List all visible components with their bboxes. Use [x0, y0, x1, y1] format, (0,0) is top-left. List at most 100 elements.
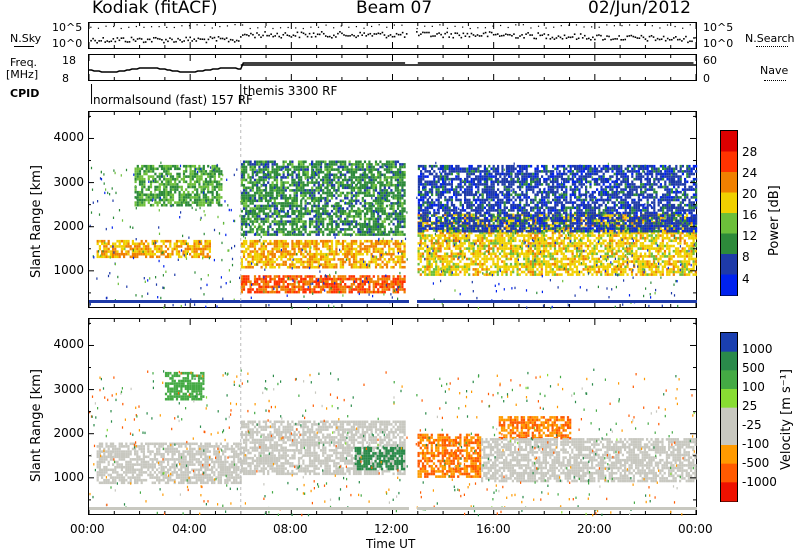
power-cell [439, 255, 442, 258]
power-cell [439, 229, 442, 232]
nsky-point [486, 35, 489, 38]
power-cell [379, 222, 382, 226]
power-cell [322, 277, 325, 281]
nsky-point [503, 34, 505, 37]
power-cell [282, 165, 285, 169]
power-cell [245, 250, 248, 253]
power-cell [249, 230, 252, 234]
power-cell [204, 247, 207, 251]
power-cell [337, 165, 340, 169]
xtick-0000: 00:00 [70, 522, 105, 536]
power-cell [487, 273, 491, 276]
power-cell [381, 204, 384, 208]
power-cell [472, 239, 475, 243]
power-cell [355, 163, 358, 166]
power-cell [258, 186, 261, 190]
power-cell [302, 290, 305, 294]
power-cell [297, 165, 301, 169]
power-cell [195, 250, 198, 253]
power-cell [344, 217, 347, 221]
power-cell [169, 252, 172, 256]
power-cell [330, 220, 334, 223]
power-cell [215, 193, 219, 197]
power-cell [374, 260, 378, 264]
power-cell [291, 165, 294, 169]
power-cell [388, 217, 391, 221]
power-cell [293, 263, 296, 266]
power-cell [523, 242, 526, 245]
power-cell [114, 247, 117, 251]
power-cell [165, 198, 168, 202]
power-cell [545, 249, 548, 253]
power-cell [390, 228, 393, 231]
power-cell [280, 196, 283, 200]
power-cell [120, 252, 123, 256]
power-cell [399, 250, 402, 253]
power-cell [339, 250, 342, 253]
power-cell [341, 168, 345, 171]
nsky-point [116, 37, 119, 39]
power-cell [264, 217, 268, 221]
power-cell [359, 285, 362, 289]
power-cell [178, 198, 181, 202]
power-cell [335, 228, 338, 231]
nsearch-label: N.Search [745, 32, 795, 45]
power-cell [125, 252, 128, 256]
power-cell [178, 172, 181, 176]
power-cell [282, 163, 285, 166]
power-cell [171, 164, 175, 168]
power-cell [198, 183, 201, 186]
power-cell [394, 233, 397, 236]
power-cell [496, 257, 499, 261]
nsky-point [138, 37, 141, 40]
power-cell [538, 236, 541, 240]
velocity-ctick-500: 500 [742, 361, 765, 375]
power-cell [295, 222, 298, 226]
power-cell [249, 252, 252, 256]
power-cell [293, 250, 296, 253]
power-cell [496, 234, 499, 237]
power-cell [251, 258, 254, 261]
power-cell [319, 277, 323, 281]
power-cell [428, 268, 431, 271]
nsky-point [191, 40, 194, 42]
power-cell [291, 263, 294, 266]
power-cell [297, 217, 301, 221]
power-cell [531, 249, 535, 253]
power-cell [350, 181, 353, 184]
power-cell [505, 242, 508, 245]
power-cell [390, 258, 393, 261]
power-cell [189, 193, 192, 197]
power-cell [441, 234, 444, 237]
power-cell [468, 273, 471, 276]
power-cell [370, 207, 373, 210]
power-cell [337, 176, 340, 179]
power-cell [498, 244, 502, 248]
power-cell [136, 245, 139, 248]
nsky-point [677, 38, 679, 41]
power-cell [282, 220, 285, 223]
power-cell [432, 270, 436, 274]
power-cell [352, 239, 356, 243]
power-cell [503, 252, 506, 256]
power-cell [512, 255, 515, 258]
nsearch-point [499, 24, 502, 27]
power-cell [198, 167, 201, 171]
power-cell [330, 285, 334, 289]
power-cell [390, 283, 393, 286]
power-cell [138, 247, 141, 251]
power-cell [206, 255, 209, 259]
power-cell [525, 234, 528, 237]
power-cell [182, 170, 186, 173]
power-cell [295, 260, 298, 264]
power-cell [326, 252, 329, 256]
power-cell [492, 273, 495, 276]
power-cell [424, 234, 427, 237]
power-cell [531, 273, 535, 276]
power-cell [357, 233, 360, 236]
nsky-point [460, 36, 463, 39]
power-cell [260, 204, 263, 208]
power-cell [300, 217, 303, 221]
nsky-point [604, 38, 606, 41]
power-cell [315, 199, 318, 203]
